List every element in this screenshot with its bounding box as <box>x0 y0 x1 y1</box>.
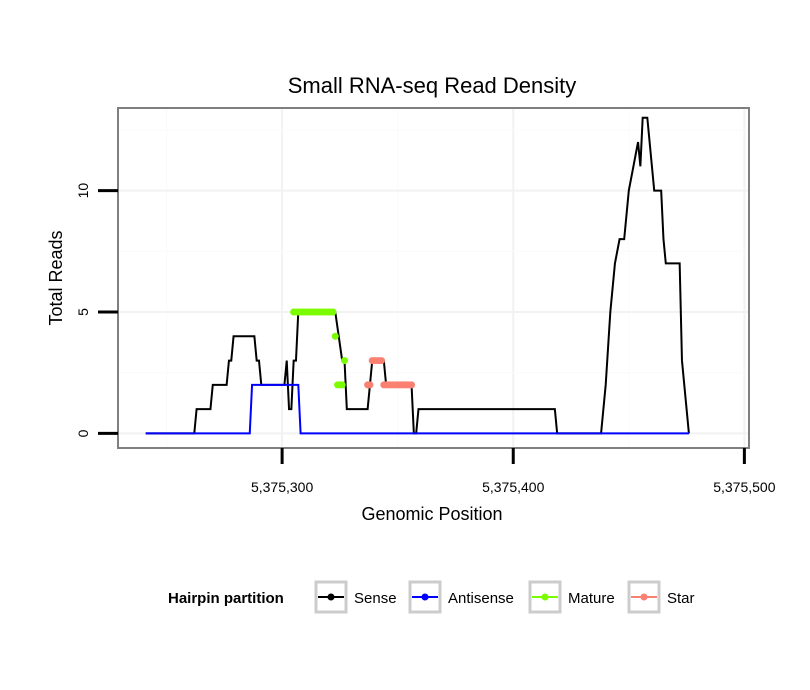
legend-label-mature: Mature <box>568 590 615 607</box>
legend-label-sense: Sense <box>354 590 397 607</box>
mature-point-21 <box>338 381 346 389</box>
star-point-1 <box>366 381 374 389</box>
chart-title: Small RNA-seq Read Density <box>288 73 577 98</box>
mature-point-22 <box>341 357 349 365</box>
legend: Hairpin partition Sense Antisense Mature… <box>168 580 695 614</box>
x-tick-label-2: 5,375,500 <box>713 479 775 495</box>
series-points-mature <box>290 308 349 389</box>
series-line-antisense <box>145 383 689 435</box>
legend-dot-star <box>640 593 648 601</box>
series-layer <box>145 116 690 435</box>
y-tick-label-0: 0 <box>75 429 91 437</box>
legend-item-star: Star <box>627 580 695 614</box>
legend-dot-antisense <box>421 593 429 601</box>
plot-background <box>118 108 749 448</box>
star-point-19 <box>408 381 416 389</box>
legend-dot-mature <box>541 593 549 601</box>
x-tick-label-0: 5,375,300 <box>251 479 313 495</box>
legend-item-mature: Mature <box>528 580 615 614</box>
mature-point-17 <box>329 308 337 316</box>
legend-label-star: Star <box>667 590 695 607</box>
series-points-star <box>364 357 416 389</box>
legend-label-antisense: Antisense <box>448 590 514 607</box>
y-axis: 0 5 10 <box>75 183 118 437</box>
legend-item-sense: Sense <box>314 580 397 614</box>
y-axis-label: Total Reads <box>46 230 66 325</box>
legend-title: Hairpin partition <box>168 590 284 607</box>
x-axis: 5,375,300 5,375,400 5,375,500 <box>118 447 776 495</box>
x-tick-label-1: 5,375,400 <box>482 479 544 495</box>
star-point-6 <box>377 357 385 365</box>
y-tick-label-2: 10 <box>75 183 91 199</box>
legend-dot-sense <box>327 593 335 601</box>
mature-point-18 <box>331 332 339 340</box>
x-axis-label: Genomic Position <box>361 504 502 524</box>
legend-item-antisense: Antisense <box>408 580 514 614</box>
y-tick-label-1: 5 <box>75 308 91 316</box>
